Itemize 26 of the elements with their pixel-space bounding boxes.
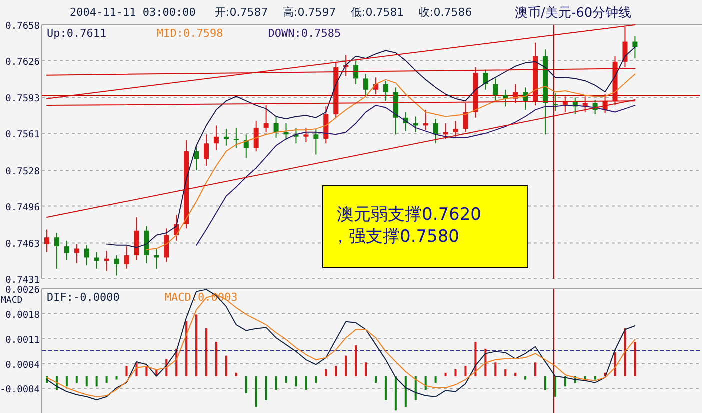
text: MID:0.7598 <box>157 27 224 40</box>
y-tick-label: 0.7431 <box>6 275 40 286</box>
y-tick-label: 0.0004 <box>6 360 40 372</box>
y-tick-label: 0.0018 <box>6 310 40 322</box>
text: 开:0.7587 <box>215 6 268 19</box>
text: DOWN:0.7585 <box>268 27 342 40</box>
y-tick-label: 0.7463 <box>6 239 40 250</box>
y-tick-label: 0.0026 <box>6 285 40 296</box>
text: 低:0.7581 <box>351 6 404 19</box>
chart-title: 澳币/美元-60分钟线 <box>515 5 632 21</box>
text: 收:0.7586 <box>419 6 472 19</box>
y-tick-label: 0.0011 <box>6 335 40 346</box>
y-tick-label: 0.7561 <box>6 130 40 141</box>
text: 2004-11-11 03:00:00 <box>70 6 196 19</box>
text: Up:0.7611 <box>47 27 107 40</box>
y-tick-label: 0.7528 <box>6 166 40 178</box>
annotation: ，强支撑0.7580 <box>332 227 460 247</box>
y-tick-label: -0.0004 <box>0 384 40 396</box>
text: 高:0.7597 <box>283 6 336 19</box>
y-axis-title: MACD <box>1 296 23 306</box>
y-tick-label: 0.7496 <box>6 202 40 214</box>
y-tick-label: 0.7626 <box>6 56 40 68</box>
annotation: 澳元弱支撑0.7620 <box>337 205 482 225</box>
text: DIF:-0.0000 <box>47 291 120 304</box>
y-tick-label: 0.7658 <box>6 21 40 32</box>
y-tick-label: 0.7593 <box>6 94 40 105</box>
